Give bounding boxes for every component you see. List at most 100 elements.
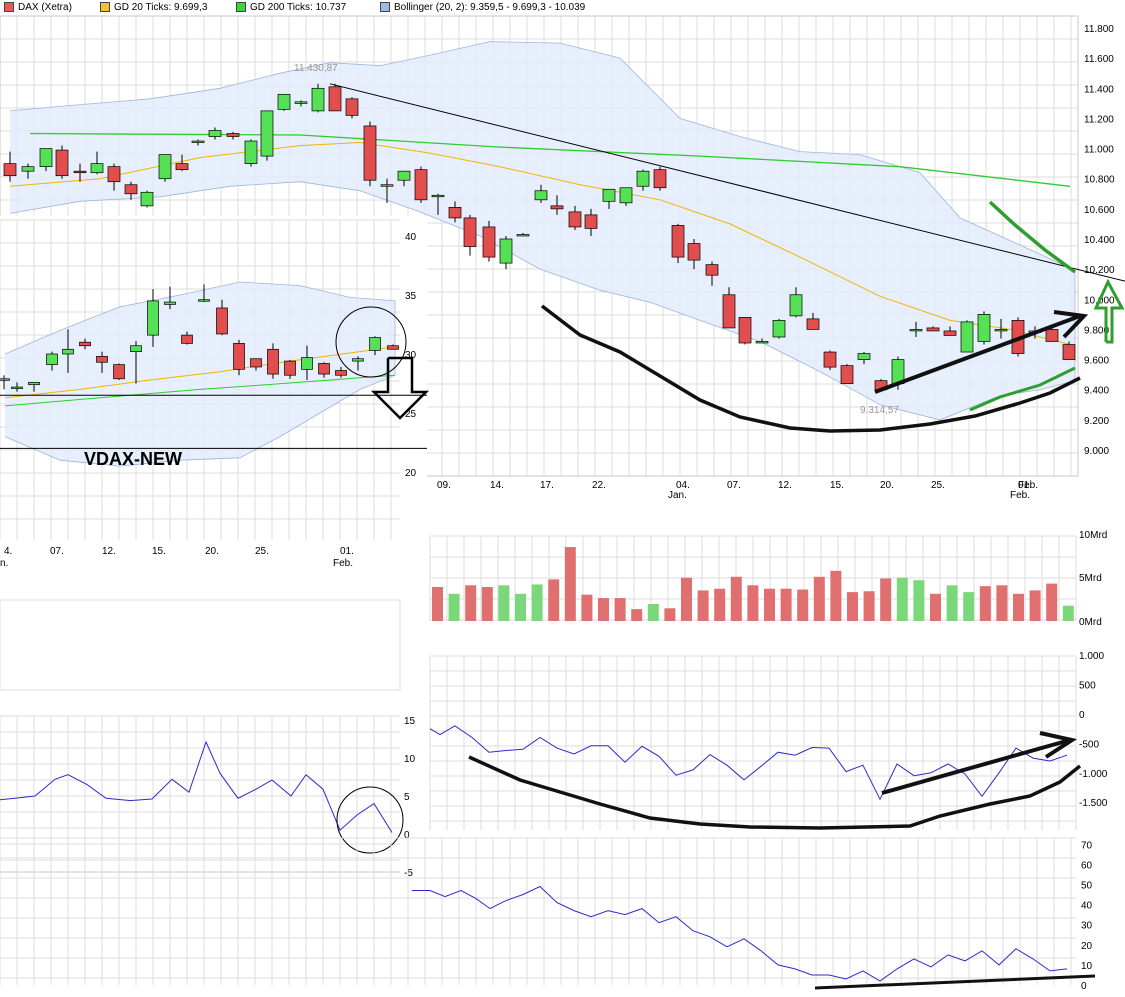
legend-label: GD 20 Ticks: 9.699,3 [114,1,208,13]
volume-bar [548,579,560,621]
x-tick-label: 22. [592,480,606,491]
y-tick-label: 9.400 [1084,386,1109,397]
candle-body [705,264,719,276]
candle-body [79,341,91,347]
candle-body [124,184,138,195]
candle-body [653,169,667,189]
y-tick-label: 11.600 [1084,54,1114,65]
y-tick-label: 10.400 [1084,235,1115,246]
volume-bar [764,588,775,621]
candle-body [284,360,296,376]
candle-body [244,140,258,164]
green-support-annotation [969,366,1076,412]
y-tick-label: 10.200 [1084,265,1115,276]
volume-bar [780,588,792,621]
x-tick-label: 01. [1018,480,1032,491]
candle-body [140,191,154,207]
candle-body [977,314,991,342]
candle-body [926,327,940,332]
rsi-y-tick-label: 30 [1081,921,1093,932]
rsi-y-tick-label: 40 [1081,901,1093,912]
volume-y-tick-label: 0Mrd [1079,617,1102,628]
y-tick-label: 9.600 [1084,356,1109,367]
volume-bar [996,585,1008,621]
volume-bar [830,570,842,621]
legend-swatch [236,2,246,12]
y-tick-label: 11.200 [1084,114,1114,125]
candle-body [311,87,325,112]
vdax-momentum-panel: 15 10 5 0 -5 [0,715,416,879]
candle-body [1062,344,1076,360]
volume-bar [631,609,643,621]
legend-item: DAX (Xetra) [4,0,72,14]
candle-body [738,317,752,344]
candle-body [96,356,108,363]
volume-bar [747,585,759,621]
candle-body [397,170,411,181]
y-tick-label: 9.800 [1084,325,1109,336]
down-arrow-annotation [370,356,430,420]
vdax-x-tick-label: Feb. [333,558,353,569]
volume-bar [432,587,443,621]
vdax-circle-annotation [335,306,407,378]
y-tick-label: 10.600 [1084,205,1115,216]
candle-body [463,217,477,247]
candle-body [46,353,58,365]
rsi-y-tick-label: 0 [1081,981,1087,992]
rsi-y-tick-label: 20 [1081,941,1093,952]
rsi-panel: 70 60 50 40 30 20 10 0 [0,837,1093,992]
volume-bar [913,580,925,621]
momentum-y-tick-label: 15 [404,716,416,727]
x-tick-label: 07. [727,480,741,491]
candle-body [909,329,923,332]
candle-body [960,321,974,353]
candle-body [448,207,462,219]
legend-swatch [4,2,14,12]
candle-body [158,154,172,180]
uptrend-arrow-annotation [874,314,1081,394]
volume-bar [647,604,659,621]
vdax-panel: 40 35 30 25 20 4. 07. 12. 15. 20. 25. 01.Feb. n. [0,216,430,569]
oscillator-y-tick-label: -500 [1079,739,1099,750]
rsi-y-tick-label: 10 [1081,961,1093,972]
candle-body [328,86,342,112]
candle-body [414,169,428,201]
volume-bar [598,598,609,621]
candle-body [233,343,245,370]
y-tick-label: 11.000 [1084,145,1114,156]
candle-body [164,301,176,305]
momentum-y-tick-label: 0 [404,830,410,841]
volume-bar [515,593,526,621]
candle-body [175,163,189,171]
candle-body [534,190,548,201]
annotations [468,200,1125,990]
rsi-y-tick-label: 60 [1081,860,1093,871]
candle-body [301,357,313,370]
candle-body [318,363,330,375]
plot-frame [0,15,1079,477]
x-tick-label: 09. [437,480,451,491]
rsi-line [412,885,1068,982]
oscillator-y-tick-label: 0 [1079,710,1085,721]
volume-bar [896,577,908,621]
vdax-y-tick-label: 35 [405,291,417,302]
candle-body [619,187,633,204]
oscillator-y-tick-label: -1.500 [1079,798,1108,809]
candle-body [380,184,394,187]
volume-bar [498,585,510,621]
candle-body [277,93,291,110]
volume-bar [614,598,626,621]
candle-body [21,166,35,172]
candle-body [73,170,87,174]
candle-body [130,345,142,352]
trend-line [329,83,1125,282]
volume-bar [963,592,975,621]
support-curve-annotation [540,304,1081,433]
x-tick-label: 20. [880,480,894,491]
candle-body [516,234,530,237]
momentum-y-tick-label: 10 [404,754,416,765]
volume-bar [979,586,991,621]
volume-bar [1046,583,1058,621]
oscillator-y-tick-label: 500 [1079,681,1096,692]
candle-body [363,125,377,181]
